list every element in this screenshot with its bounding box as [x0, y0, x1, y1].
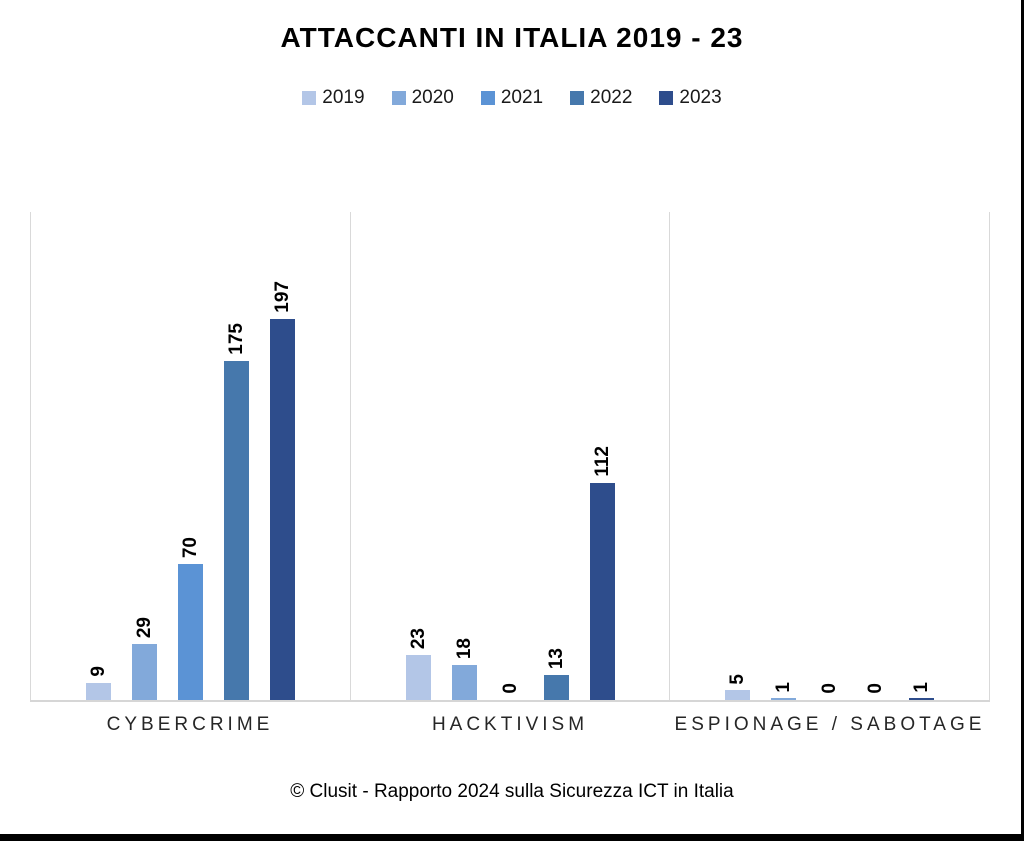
bar-2019-espionage-sabotage	[725, 690, 751, 700]
legend-swatch-icon	[391, 91, 406, 105]
source-note: © Clusit - Rapporto 2024 sulla Sicurezza…	[290, 781, 734, 802]
bar-cell-2020-0: 29	[131, 212, 157, 700]
bar-value-label: 5	[727, 673, 749, 685]
bar-cell-2019-1: 23	[405, 212, 431, 700]
legend-item-2019: 2019	[302, 87, 365, 109]
bar-2019-cybercrime	[85, 682, 111, 700]
bar-value-label: 13	[545, 647, 567, 669]
bar-2020-cybercrime	[131, 643, 157, 700]
bar-cell-2022-1: 13	[543, 212, 569, 700]
bar-value-label: 0	[865, 683, 887, 694]
bar-value-label: 0	[819, 683, 841, 694]
bar-value-label: 23	[407, 628, 429, 650]
bar-cell-2022-2: 0	[863, 212, 888, 700]
bar-2020-espionage-sabotage	[771, 698, 797, 700]
category-label-2: ESPIONAGE / SABOTAGE	[674, 714, 986, 735]
legend-label: 2022	[590, 87, 633, 108]
legend-swatch-icon	[480, 91, 495, 105]
bar-value-label: 70	[179, 537, 201, 559]
chart-legend: 2019 2020 2021 2022 2023	[0, 87, 1024, 109]
bar-cell-2023-1: 112	[589, 212, 615, 700]
plot-area: 9 29 70 175 197 23 18 0 13 112 5 1 0 0 1	[30, 212, 991, 702]
bar-cell-2023-0: 197	[269, 212, 295, 700]
category-label-0: CYBERCRIME	[106, 714, 274, 735]
bar-cell-2020-1: 18	[451, 212, 477, 700]
bar-cell-2020-2: 1	[771, 212, 797, 700]
legend-swatch-icon	[302, 91, 317, 105]
bar-value-label: 112	[591, 446, 613, 478]
legend-item-2021: 2021	[480, 87, 544, 109]
legend-label: 2019	[322, 87, 365, 108]
bar-2020-hacktivism	[451, 665, 477, 700]
legend-item-2020: 2020	[391, 87, 454, 109]
image-border-bottom	[0, 834, 1024, 841]
bar-cell-2019-2: 5	[725, 212, 751, 700]
category-label-1: HACKTIVISM	[431, 714, 589, 735]
legend-swatch-icon	[570, 91, 585, 105]
category-panel-1: 23 18 0 13 112	[349, 212, 670, 700]
bar-2022-hacktivism	[543, 674, 569, 700]
bar-cell-2021-1: 0	[498, 212, 523, 700]
bar-value-label: 1	[911, 681, 933, 693]
legend-item-2022: 2022	[570, 87, 632, 109]
bar-cell-2019-0: 9	[85, 212, 111, 700]
bar-2022-cybercrime	[223, 361, 249, 700]
bar-value-label: 175	[225, 323, 247, 356]
bar-cell-2021-0: 70	[177, 212, 203, 700]
bar-cell-2023-2: 1	[909, 212, 935, 700]
legend-label: 2021	[500, 87, 544, 108]
bar-value-label: 9	[87, 666, 109, 677]
bar-2021-cybercrime	[177, 564, 203, 700]
bar-2023-hacktivism	[589, 483, 615, 700]
bar-value-label: 1	[773, 681, 795, 693]
bar-value-label: 197	[271, 280, 293, 313]
legend-item-2023: 2023	[659, 87, 722, 109]
legend-label: 2020	[411, 87, 454, 108]
bar-2019-hacktivism	[405, 655, 431, 700]
chart-title: ATTACCANTI IN ITALIA 2019 - 23	[280, 22, 744, 53]
bar-cell-2022-0: 175	[223, 212, 249, 700]
bar-value-label: 0	[499, 683, 521, 694]
legend-label: 2023	[679, 87, 722, 108]
bar-cell-2021-2: 0	[817, 212, 842, 700]
legend-swatch-icon	[659, 91, 674, 105]
bar-2023-espionage-sabotage	[909, 698, 935, 700]
category-panel-0: 9 29 70 175 197	[30, 212, 350, 700]
bar-2023-cybercrime	[269, 318, 295, 700]
category-axis: CYBERCRIME HACKTIVISM ESPIONAGE / SABOTAGE	[30, 714, 990, 736]
image-border-right	[1021, 0, 1024, 841]
category-panel-2: 5 1 0 0 1	[669, 212, 991, 700]
bar-value-label: 18	[453, 638, 475, 660]
bar-value-label: 29	[133, 616, 155, 638]
